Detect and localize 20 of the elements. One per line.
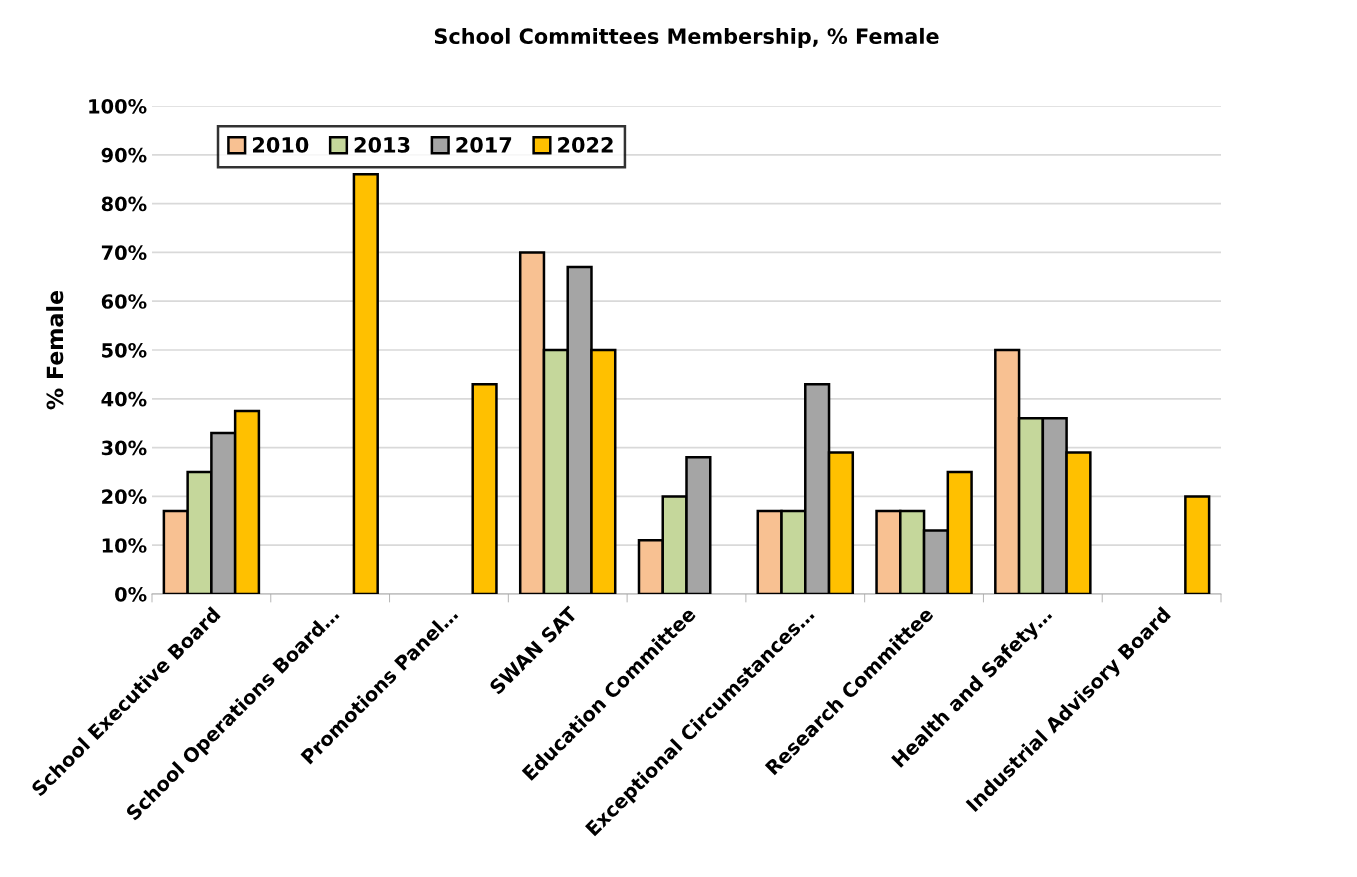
y-tick-label: 70% <box>101 245 147 261</box>
y-tick-label: 40% <box>101 391 147 407</box>
y-tick-label: 50% <box>102 342 147 358</box>
legend-label: 2022 <box>558 136 613 153</box>
y-tick-label: 80% <box>101 196 147 212</box>
legend-label: 2010 <box>252 136 309 153</box>
chart-title: School Committees Membership, % Female <box>434 27 939 49</box>
legend-label: 2017 <box>456 136 512 153</box>
bar <box>1184 495 1211 594</box>
y-tick-label: 90% <box>101 147 147 163</box>
legend-label: 2013 <box>354 136 410 153</box>
bar <box>352 173 379 594</box>
y-tick-label: 0% <box>115 586 147 602</box>
y-axis-title: % Female <box>46 290 64 410</box>
y-tick-label: 100% <box>89 98 147 114</box>
y-tick-label: 20% <box>102 489 147 505</box>
y-tick-label: 10% <box>102 538 147 553</box>
y-tick-label: 30% <box>101 440 147 456</box>
y-tick-label: 60% <box>101 294 147 309</box>
bar <box>471 382 498 594</box>
